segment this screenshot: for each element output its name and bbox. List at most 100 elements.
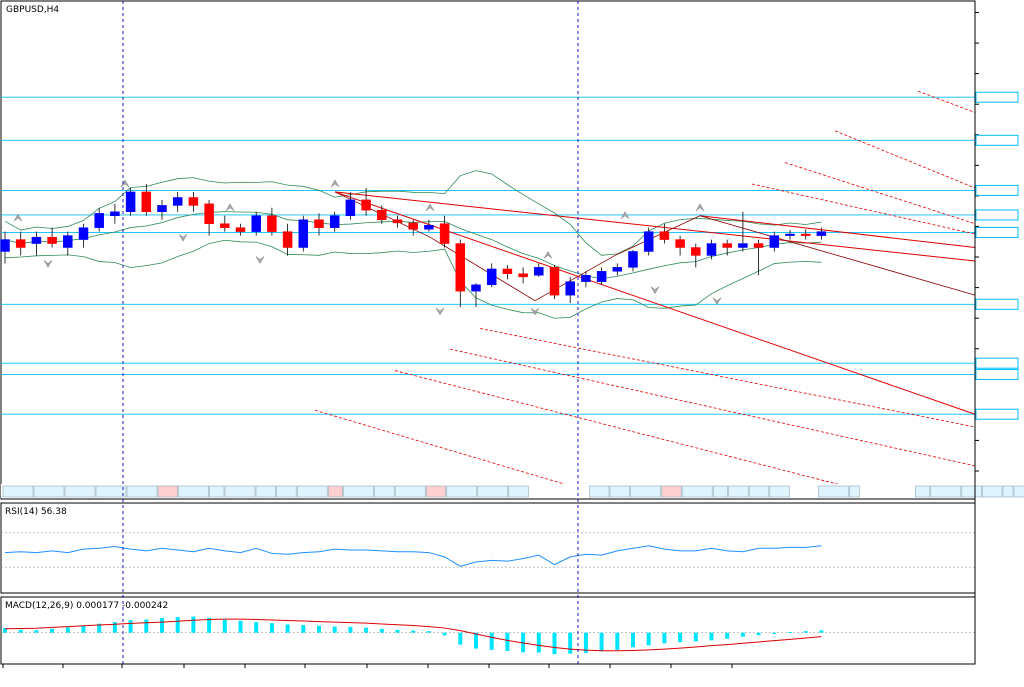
event-chip — [509, 486, 529, 497]
event-chip — [65, 486, 95, 497]
event-chip — [3, 486, 33, 497]
candle-body — [440, 224, 449, 244]
macd-histogram-bar — [678, 633, 682, 643]
candle-body — [158, 205, 167, 211]
event-chip — [770, 486, 790, 497]
candle-body — [110, 212, 119, 216]
macd-histogram-bar — [270, 623, 274, 633]
rsi-label: RSI(14) 56.38 — [5, 507, 67, 517]
event-chip — [1003, 486, 1013, 497]
candle-body — [456, 244, 465, 292]
macd-histogram-bar — [474, 633, 478, 649]
main-price-pane[interactable]: GBPUSD,H4 — [1, 1, 1024, 499]
event-chip — [631, 486, 661, 497]
rsi-pane-border — [1, 503, 975, 593]
candle-body — [126, 192, 135, 212]
macd-histogram-bar — [741, 633, 745, 637]
candle-body — [581, 275, 590, 281]
level-price-tag — [976, 358, 1018, 368]
macd-histogram-bar — [223, 620, 227, 633]
macd-histogram-bar — [600, 633, 604, 652]
event-chip — [1014, 486, 1024, 497]
event-chip — [328, 486, 342, 497]
level-price-tag — [976, 185, 1018, 195]
event-chip — [818, 486, 848, 497]
event-chip — [682, 486, 712, 497]
macd-histogram-bar — [66, 627, 70, 632]
rsi-indicator-pane[interactable]: RSI(14) 56.38 — [1, 503, 975, 593]
candle-body — [786, 234, 795, 236]
level-price-tag — [976, 227, 1018, 237]
candle-body — [330, 216, 339, 228]
candle-body — [770, 236, 779, 248]
candle-body — [723, 244, 732, 248]
macd-histogram-bar — [694, 633, 698, 642]
macd-histogram-bar — [34, 630, 38, 633]
macd-histogram-bar — [631, 633, 635, 648]
candle-body — [377, 210, 386, 220]
candle-body — [597, 271, 606, 281]
event-chip — [610, 486, 630, 497]
macd-histogram-bar — [710, 633, 714, 641]
candle-body — [707, 244, 716, 256]
macd-histogram-bar — [505, 633, 509, 651]
event-chip — [158, 486, 178, 497]
event-chip — [34, 486, 64, 497]
candle-body — [691, 248, 700, 256]
candle-body — [519, 274, 528, 277]
candle-body — [660, 232, 669, 240]
candle-body — [754, 244, 763, 248]
event-chip — [849, 486, 859, 497]
macd-histogram-bar — [176, 617, 180, 633]
candle-body — [48, 237, 57, 243]
candle-body — [644, 232, 653, 252]
macd-histogram-bar — [207, 618, 211, 633]
candle-body — [236, 228, 245, 232]
event-chip — [277, 486, 297, 497]
macd-histogram-bar — [301, 625, 305, 633]
candle-body — [267, 216, 276, 232]
candle-body — [299, 220, 308, 248]
macd-histogram-bar — [333, 627, 337, 633]
macd-histogram-bar — [757, 633, 761, 635]
macd-indicator-pane[interactable]: MACD(12,26,9) 0.000177 -0.000242 — [1, 597, 975, 664]
macd-histogram-bar — [537, 633, 541, 653]
candle-body — [503, 269, 512, 274]
macd-histogram-bar — [82, 626, 86, 633]
event-chip — [395, 486, 425, 497]
macd-histogram-bar — [458, 633, 462, 645]
level-price-tag — [976, 369, 1018, 379]
candle-body — [1, 240, 10, 252]
macd-histogram-bar — [725, 633, 729, 639]
event-chip — [375, 486, 395, 497]
macd-histogram-bar — [380, 629, 384, 633]
event-chip — [225, 486, 255, 497]
level-price-tag — [976, 210, 1018, 220]
macd-histogram-bar — [317, 626, 321, 633]
event-chip — [962, 486, 982, 497]
candle-body — [738, 244, 747, 248]
candle-body — [550, 267, 559, 295]
macd-histogram-bar — [396, 630, 400, 633]
macd-histogram-bar — [819, 630, 823, 632]
candle-body — [472, 285, 481, 291]
event-chip — [589, 486, 609, 497]
candle-body — [817, 232, 826, 236]
candle-body — [534, 267, 543, 275]
candle-body — [252, 216, 261, 232]
event-chip — [96, 486, 126, 497]
candle-body — [629, 251, 638, 267]
candle-body — [393, 220, 402, 223]
macd-histogram-bar — [286, 624, 290, 632]
macd-histogram-bar — [160, 618, 164, 633]
candle-body — [95, 213, 104, 227]
event-chip — [297, 486, 327, 497]
candle-body — [613, 267, 622, 271]
macd-histogram-bar — [647, 633, 651, 646]
macd-histogram-bar — [443, 633, 447, 636]
macd-histogram-bar — [553, 633, 557, 654]
candle-body — [801, 234, 810, 236]
event-chip — [915, 486, 929, 497]
